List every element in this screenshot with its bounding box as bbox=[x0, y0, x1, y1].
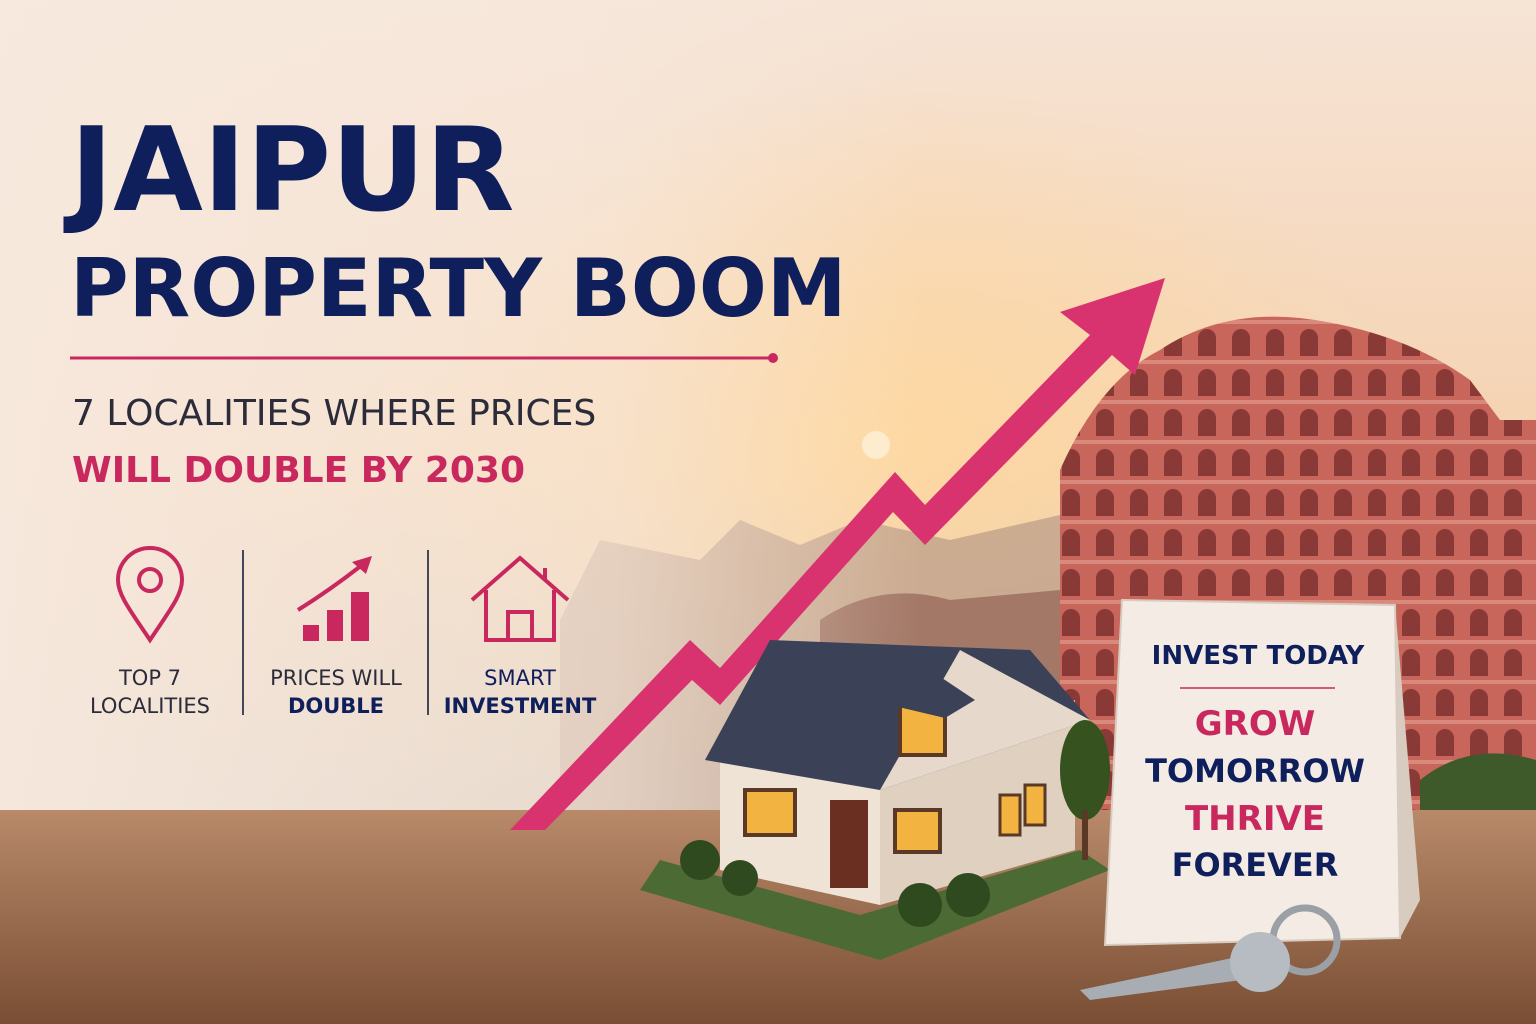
sign-line: INVEST TODAY bbox=[1152, 641, 1366, 671]
home-icon bbox=[470, 555, 570, 642]
sign-line: THRIVE bbox=[1185, 799, 1325, 839]
feature-label: PRICES WILL bbox=[270, 666, 402, 690]
sign-line: GROW bbox=[1195, 704, 1316, 744]
subtitle: 7 LOCALITIES WHERE PRICES bbox=[72, 393, 596, 434]
title: PROPERTY BOOM bbox=[70, 242, 846, 335]
chart-icon bbox=[296, 556, 372, 641]
feature-label: INVESTMENT bbox=[444, 694, 597, 718]
divider-dot bbox=[768, 353, 778, 363]
sign-line: FOREVER bbox=[1172, 846, 1339, 884]
pin-icon bbox=[137, 567, 163, 593]
key bbox=[1080, 904, 1341, 1000]
sign-card bbox=[1103, 598, 1420, 947]
sign-text: INVEST TODAY GROW TOMORROW THRIVE FOREVE… bbox=[1145, 641, 1365, 884]
header: JAIPUR PROPERTY BOOM 7 LOCALITIES WHERE … bbox=[63, 103, 846, 491]
features: TOP 7 LOCALITIES PRICES WILL DOUBLE SMAR… bbox=[90, 546, 597, 718]
house-model bbox=[640, 640, 1110, 960]
subtitle: WILL DOUBLE BY 2030 bbox=[72, 450, 525, 491]
feature-label: TOP 7 bbox=[118, 666, 181, 690]
growth-arrow bbox=[510, 278, 1165, 830]
feature-label: SMART bbox=[484, 666, 556, 690]
feature-label: DOUBLE bbox=[288, 694, 384, 718]
feature-label: LOCALITIES bbox=[90, 694, 210, 718]
sign-line: TOMORROW bbox=[1145, 752, 1365, 790]
title: JAIPUR bbox=[63, 103, 515, 238]
pin-icon bbox=[115, 546, 185, 644]
